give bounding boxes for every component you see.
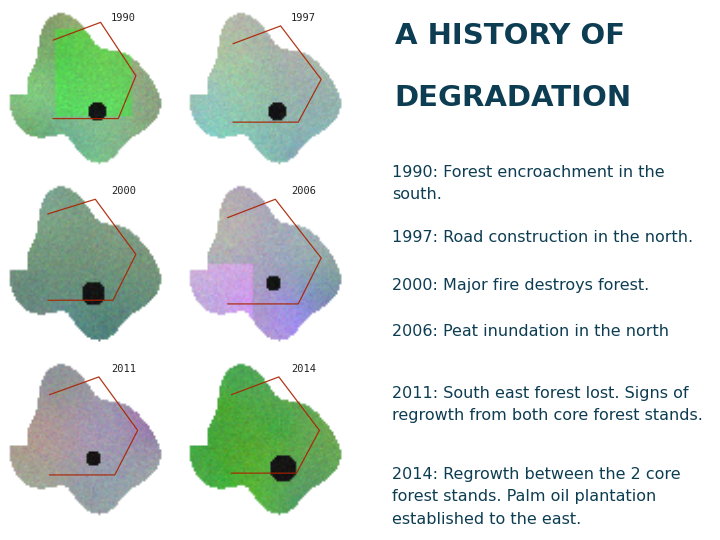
Text: 2014: Regrowth between the 2 core
forest stands. Palm oil plantation
established: 2014: Regrowth between the 2 core forest… [392,467,681,526]
Text: 2014: 2014 [291,364,316,374]
Text: 1997: Road construction in the north.: 1997: Road construction in the north. [392,230,693,245]
Text: 2000: 2000 [111,186,136,197]
Text: DEGRADATION: DEGRADATION [395,84,631,112]
Text: A HISTORY OF: A HISTORY OF [395,22,625,50]
Text: 1990: Forest encroachment in the
south.: 1990: Forest encroachment in the south. [392,165,665,202]
Text: 2011: South east forest lost. Signs of
regrowth from both core forest stands.: 2011: South east forest lost. Signs of r… [392,386,703,423]
Text: 2000: Major fire destroys forest.: 2000: Major fire destroys forest. [392,278,649,293]
Text: 2006: 2006 [291,186,316,197]
Text: 2011: 2011 [111,364,136,374]
Text: 1997: 1997 [291,14,316,23]
Text: 1990: 1990 [111,14,136,23]
Text: 2006: Peat inundation in the north: 2006: Peat inundation in the north [392,324,670,339]
